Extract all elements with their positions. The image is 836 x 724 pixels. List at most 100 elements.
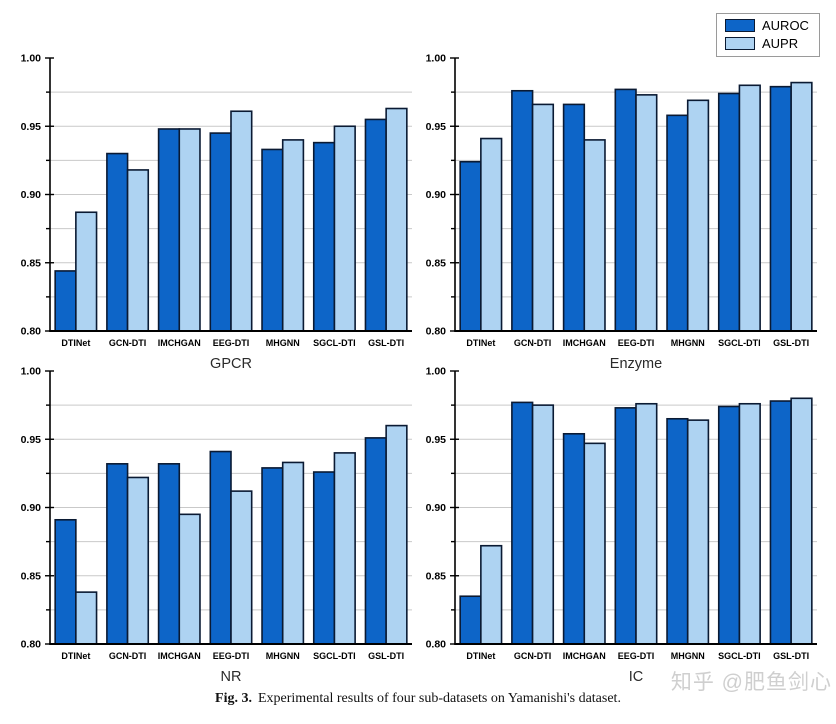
- y-tick-label: 0.80: [426, 639, 447, 651]
- bar-AUPR-IMCHGAN: [178, 513, 201, 645]
- x-tick-label: GCN-DTI: [514, 338, 552, 348]
- bar-AUROC-EEG-DTI: [209, 132, 232, 332]
- y-tick-label: 0.85: [21, 570, 42, 582]
- y-tick-label: 0.90: [426, 189, 447, 201]
- bar-AUROC-EEG-DTI: [614, 407, 637, 645]
- bar-AUPR-MHGNN: [686, 419, 710, 645]
- bar-AUPR-IMCHGAN: [178, 128, 201, 332]
- x-tick-label: DTINet: [466, 338, 495, 348]
- bar-AUPR-SGCL-DTI: [333, 452, 356, 645]
- legend-item-aupr: AUPR: [725, 37, 809, 50]
- bar-AUPR-IMCHGAN: [583, 139, 606, 332]
- x-tick-label: SGCL-DTI: [718, 338, 761, 348]
- bar-AUPR-GCN-DTI: [126, 476, 150, 645]
- bar-AUPR-EEG-DTI: [230, 110, 253, 332]
- y-tick-label: 0.80: [21, 639, 42, 651]
- bar-AUPR-GCN-DTI: [531, 103, 555, 332]
- bar-AUROC-EEG-DTI: [209, 450, 232, 645]
- x-tick-label: IMCHGAN: [158, 338, 201, 348]
- y-tick-label: 0.95: [21, 434, 42, 446]
- y-tick-label: 0.95: [426, 121, 447, 133]
- bar-AUROC-MHGNN: [261, 467, 284, 645]
- bar-AUROC-GCN-DTI: [106, 463, 129, 645]
- subplot-title: IC: [629, 669, 644, 685]
- bar-AUPR-EEG-DTI: [635, 94, 658, 332]
- y-tick-label: 0.90: [21, 189, 42, 201]
- bar-AUROC-MHGNN: [666, 114, 689, 332]
- bar-AUPR-GCN-DTI: [126, 169, 150, 332]
- x-tick-label: DTINet: [61, 338, 90, 348]
- bar-AUPR-MHGNN: [686, 99, 710, 332]
- auroc-swatch: [725, 19, 755, 32]
- x-tick-label: MHGNN: [671, 338, 705, 348]
- bar-AUROC-EEG-DTI: [614, 88, 637, 332]
- bar-AUPR-GSL-DTI: [385, 424, 408, 645]
- y-tick-label: 1.00: [426, 366, 447, 378]
- x-tick-label: GSL-DTI: [368, 651, 404, 661]
- subplot-title: Enzyme: [610, 356, 662, 372]
- x-tick-label: GCN-DTI: [109, 338, 147, 348]
- x-tick-label: GSL-DTI: [773, 338, 809, 348]
- bar-AUROC-GSL-DTI: [769, 400, 792, 645]
- bar-AUPR-MHGNN: [281, 461, 305, 645]
- bar-AUPR-MHGNN: [281, 139, 305, 332]
- bar-AUROC-DTINet: [54, 270, 77, 332]
- y-tick-label: 1.00: [426, 53, 447, 65]
- bar-AUPR-DTINet: [75, 211, 98, 332]
- x-tick-label: SGCL-DTI: [313, 651, 356, 661]
- bar-AUROC-GCN-DTI: [106, 152, 129, 332]
- figure-caption: Fig. 3. Experimental results of four sub-…: [0, 691, 836, 707]
- y-tick-label: 0.80: [21, 326, 42, 338]
- bar-AUROC-IMCHGAN: [157, 463, 181, 645]
- x-tick-label: EEG-DTI: [213, 338, 250, 348]
- x-tick-label: DTINet: [61, 651, 90, 661]
- caption-text: Experimental results of four sub-dataset…: [257, 691, 621, 706]
- chart-gpcr: DTINet GCN-DTI IMCHGAN EEG-DTI MHGNN SGCL-DTI…: [21, 53, 412, 372]
- bar-AUPR-GSL-DTI: [790, 397, 813, 645]
- bar-AUPR-GCN-DTI: [531, 404, 555, 645]
- y-tick-label: 0.90: [21, 502, 42, 514]
- y-tick-label: 1.00: [21, 53, 42, 65]
- x-tick-label: EEG-DTI: [213, 651, 250, 661]
- bar-AUROC-IMCHGAN: [562, 103, 586, 332]
- x-tick-label: DTINet: [466, 651, 495, 661]
- bar-AUPR-DTINet: [480, 137, 503, 332]
- y-tick-label: 0.80: [426, 326, 447, 338]
- bar-AUROC-SGCL-DTI: [717, 405, 741, 645]
- legend-label-auroc: AUROC: [762, 18, 809, 33]
- bar-AUPR-SGCL-DTI: [738, 402, 761, 645]
- bar-AUPR-DTINet: [75, 591, 98, 645]
- subplot-title: GPCR: [210, 356, 252, 372]
- legend-label-aupr: AUPR: [762, 36, 799, 51]
- x-tick-label: GCN-DTI: [109, 651, 147, 661]
- aupr-swatch: [725, 37, 755, 50]
- bar-AUROC-SGCL-DTI: [312, 471, 336, 645]
- bar-AUPR-SGCL-DTI: [333, 125, 356, 332]
- bar-AUPR-GSL-DTI: [790, 81, 813, 332]
- bar-AUROC-GCN-DTI: [511, 401, 534, 645]
- chart-nr: DTINet GCN-DTI IMCHGAN EEG-DTI MHGNN SGCL-DTI…: [21, 366, 412, 685]
- bar-AUROC-SGCL-DTI: [717, 92, 741, 332]
- bar-AUROC-GSL-DTI: [364, 118, 387, 332]
- y-tick-label: 0.85: [426, 570, 447, 582]
- bar-AUROC-DTINet: [459, 160, 482, 332]
- bar-AUROC-SGCL-DTI: [312, 141, 336, 332]
- chart-ic: DTINet GCN-DTI IMCHGAN EEG-DTI MHGNN SGCL-DTI…: [426, 366, 817, 685]
- bar-AUROC-MHGNN: [261, 148, 284, 332]
- y-tick-label: 0.85: [21, 257, 42, 269]
- x-tick-label: IMCHGAN: [563, 651, 606, 661]
- bar-AUPR-GSL-DTI: [385, 107, 408, 332]
- x-tick-label: IMCHGAN: [563, 338, 606, 348]
- bar-AUROC-IMCHGAN: [562, 432, 586, 645]
- x-tick-label: GSL-DTI: [368, 338, 404, 348]
- x-tick-label: IMCHGAN: [158, 651, 201, 661]
- x-tick-label: EEG-DTI: [618, 651, 655, 661]
- subplot-title: NR: [221, 669, 242, 685]
- bar-AUPR-DTINet: [480, 544, 503, 645]
- y-tick-label: 0.95: [426, 434, 447, 446]
- bar-AUROC-IMCHGAN: [157, 128, 181, 332]
- bar-AUPR-SGCL-DTI: [738, 84, 761, 332]
- bar-AUROC-GSL-DTI: [364, 437, 387, 645]
- bar-AUROC-MHGNN: [666, 417, 689, 645]
